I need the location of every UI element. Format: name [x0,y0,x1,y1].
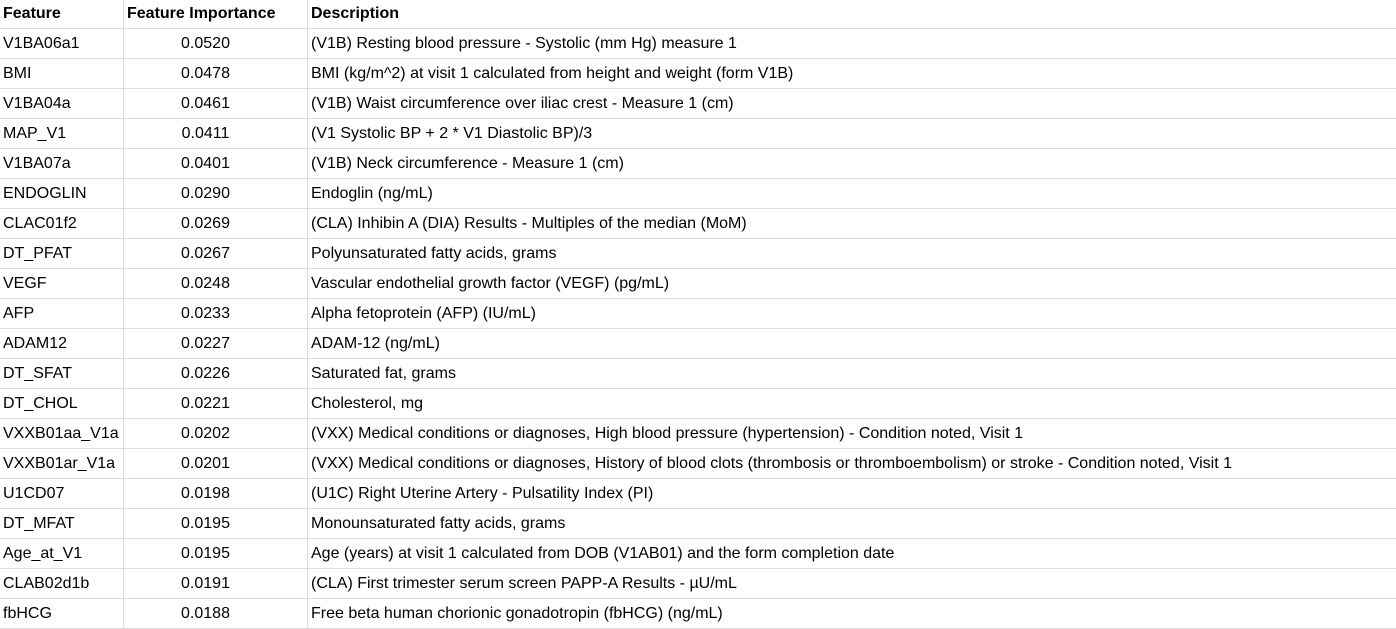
description-cell[interactable]: Saturated fat, grams [311,365,456,382]
importance-cell[interactable]: 0.0188 [124,599,308,628]
description-cell[interactable]: (V1B) Waist circumference over iliac cre… [311,95,734,112]
table-row: VXXB01ar_V1a 0.0201 (VXX) Medical conditio… [0,449,1396,479]
feature-cell[interactable]: ADAM12 [0,329,124,358]
importance-cell[interactable]: 0.0461 [124,89,308,118]
feature-cell[interactable]: V1BA06a1 [0,29,124,58]
feature-cell[interactable]: VXXB01aa_V1a [0,419,124,448]
description-cell[interactable]: (V1B) Neck circumference - Measure 1 (cm… [311,155,624,172]
feature-cell[interactable]: DT_PFAT [0,239,124,268]
header-feature[interactable]: Feature [0,0,124,28]
description-cell[interactable]: BMI (kg/m^2) at visit 1 calculated from … [311,65,794,82]
importance-cell[interactable]: 0.0221 [124,389,308,418]
table-row: Age_at_V1 0.0195 Age (years) at visit 1 ca… [0,539,1396,569]
feature-cell[interactable]: DT_SFAT [0,359,124,388]
feature-cell[interactable]: MAP_V1 [0,119,124,148]
importance-cell[interactable]: 0.0202 [124,419,308,448]
feature-cell[interactable]: U1CD07 [0,479,124,508]
description-cell[interactable]: Polyunsaturated fatty acids, grams [311,245,557,262]
header-description[interactable]: Description [311,5,400,22]
description-cell[interactable]: (CLA) First trimester serum screen PAPP-… [311,575,737,592]
importance-cell[interactable]: 0.0267 [124,239,308,268]
description-cell[interactable]: ADAM-12 (ng/mL) [311,335,440,352]
table-row: DT_SFAT 0.0226 Saturated fat, grams [0,359,1396,389]
description-cell[interactable]: Age (years) at visit 1 calculated from D… [311,545,895,562]
feature-cell[interactable]: AFP [0,299,124,328]
table-row: AFP 0.0233 Alpha fetoprotein (AFP) (IU/mL) [0,299,1396,329]
table-row: ADAM12 0.0227 ADAM-12 (ng/mL) [0,329,1396,359]
table-row: DT_CHOL 0.0221 Cholesterol, mg [0,389,1396,419]
importance-cell[interactable]: 0.0520 [124,29,308,58]
feature-cell[interactable]: CLAB02d1b [0,569,124,598]
table-row: ENDOGLIN 0.0290 Endoglin (ng/mL) [0,179,1396,209]
importance-cell[interactable]: 0.0290 [124,179,308,208]
description-cell[interactable]: Endoglin (ng/mL) [311,185,433,202]
description-cell[interactable]: Alpha fetoprotein (AFP) (IU/mL) [311,305,536,322]
feature-cell[interactable]: V1BA07a [0,149,124,178]
importance-cell[interactable]: 0.0198 [124,479,308,508]
feature-cell[interactable]: Age_at_V1 [0,539,124,568]
importance-cell[interactable]: 0.0401 [124,149,308,178]
importance-cell[interactable]: 0.0191 [124,569,308,598]
description-cell[interactable]: (CLA) Inhibin A (DIA) Results - Multiple… [311,215,747,232]
importance-cell[interactable]: 0.0411 [124,119,308,148]
description-cell[interactable]: (V1B) Resting blood pressure - Systolic … [311,35,737,52]
table-row: BMI 0.0478 BMI (kg/m^2) at visit 1 calcula… [0,59,1396,89]
importance-cell[interactable]: 0.0269 [124,209,308,238]
importance-cell[interactable]: 0.0195 [124,539,308,568]
feature-cell[interactable]: CLAC01f2 [0,209,124,238]
importance-cell[interactable]: 0.0248 [124,269,308,298]
table-row: V1BA06a1 0.0520 (V1B) Resting blood pressu… [0,29,1396,59]
table-row: CLAC01f2 0.0269 (CLA) Inhibin A (DIA) Resu… [0,209,1396,239]
description-cell[interactable]: Monounsaturated fatty acids, grams [311,515,566,532]
table-row: U1CD07 0.0198 (U1C) Right Uterine Artery -… [0,479,1396,509]
table-row: fbHCG 0.0188 Free beta human chorionic gon… [0,599,1396,629]
importance-cell[interactable]: 0.0201 [124,449,308,478]
feature-cell[interactable]: DT_MFAT [0,509,124,538]
feature-cell[interactable]: ENDOGLIN [0,179,124,208]
table-row: CLAB02d1b 0.0191 (CLA) First trimester ser… [0,569,1396,599]
table-row: VEGF 0.0248 Vascular endothelial growth fa… [0,269,1396,299]
feature-cell[interactable]: V1BA04a [0,89,124,118]
table-row: VXXB01aa_V1a 0.0202 (VXX) Medical conditio… [0,419,1396,449]
description-cell[interactable]: Vascular endothelial growth factor (VEGF… [311,275,670,292]
description-cell[interactable]: (V1 Systolic BP + 2 * V1 Diastolic BP)/3 [311,125,593,142]
feature-cell[interactable]: BMI [0,59,124,88]
description-cell[interactable]: Cholesterol, mg [311,395,424,412]
feature-cell[interactable]: VEGF [0,269,124,298]
description-cell[interactable]: (VXX) Medical conditions or diagnoses, H… [311,425,1024,442]
table-row: DT_MFAT 0.0195 Monounsaturated fatty acids… [0,509,1396,539]
table-row: V1BA04a 0.0461 (V1B) Waist circumference o… [0,89,1396,119]
importance-cell[interactable]: 0.0226 [124,359,308,388]
description-cell[interactable]: (VXX) Medical conditions or diagnoses, H… [311,455,1232,472]
table-row: DT_PFAT 0.0267 Polyunsaturated fatty acids… [0,239,1396,269]
importance-cell[interactable]: 0.0227 [124,329,308,358]
importance-cell[interactable]: 0.0233 [124,299,308,328]
table-row: MAP_V1 0.0411 (V1 Systolic BP + 2 * V1 Dia… [0,119,1396,149]
header-row: Feature Feature Importance Description [0,0,1396,29]
header-importance[interactable]: Feature Importance [124,0,308,28]
feature-cell[interactable]: DT_CHOL [0,389,124,418]
table-row: V1BA07a 0.0401 (V1B) Neck circumference - … [0,149,1396,179]
description-cell[interactable]: (U1C) Right Uterine Artery - Pulsatility… [311,485,654,502]
description-cell[interactable]: Free beta human chorionic gonadotropin (… [311,605,723,622]
importance-cell[interactable]: 0.0478 [124,59,308,88]
feature-cell[interactable]: fbHCG [0,599,124,628]
feature-cell[interactable]: VXXB01ar_V1a [0,449,124,478]
importance-cell[interactable]: 0.0195 [124,509,308,538]
